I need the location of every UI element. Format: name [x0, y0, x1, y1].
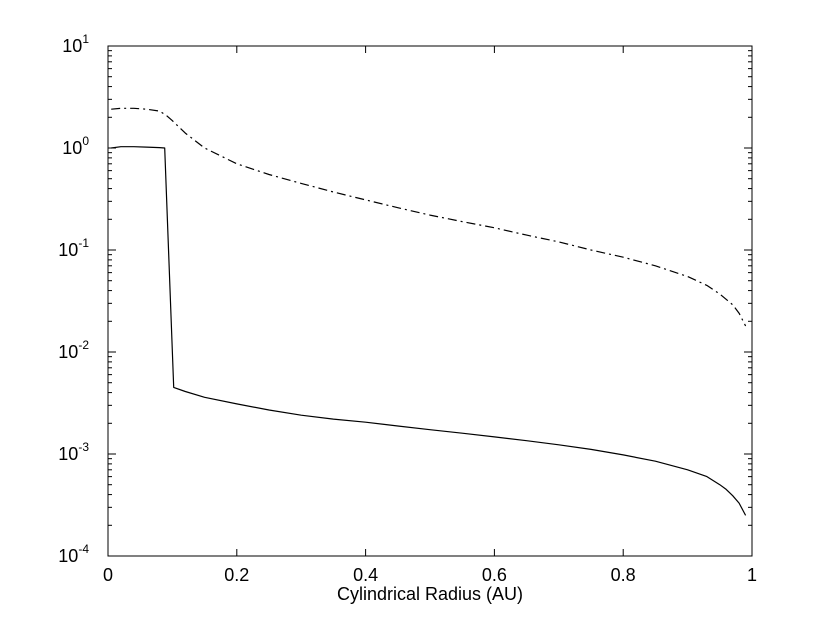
axis-ticks: 0 0.2 0.4 0.6 0.8 1 10-4 10-3 10-2 10-1 100 101: [58, 32, 757, 585]
y-tick-label: 10-4: [58, 542, 89, 566]
x-tick-label: 0: [103, 565, 113, 585]
x-tick-label: 0.6: [482, 565, 507, 585]
x-tick-label: 1: [747, 565, 757, 585]
series-solid-line: [111, 146, 747, 516]
y-tick-label: 10-2: [58, 338, 89, 362]
y-tick-label: 10-1: [58, 236, 89, 260]
y-tick-label: 10-3: [58, 440, 89, 464]
y-tick-label: 100: [62, 134, 89, 158]
x-tick-label: 0.8: [611, 565, 636, 585]
series-dash-dot-line: [111, 107, 747, 327]
series-lines: [111, 107, 747, 516]
x-tick-label: 0.4: [353, 565, 378, 585]
y-tick-label: 101: [62, 32, 89, 56]
x-axis-title: Cylindrical Radius (AU): [337, 584, 523, 604]
x-tick-label: 0.2: [224, 565, 249, 585]
plot-frame: [107, 45, 753, 557]
